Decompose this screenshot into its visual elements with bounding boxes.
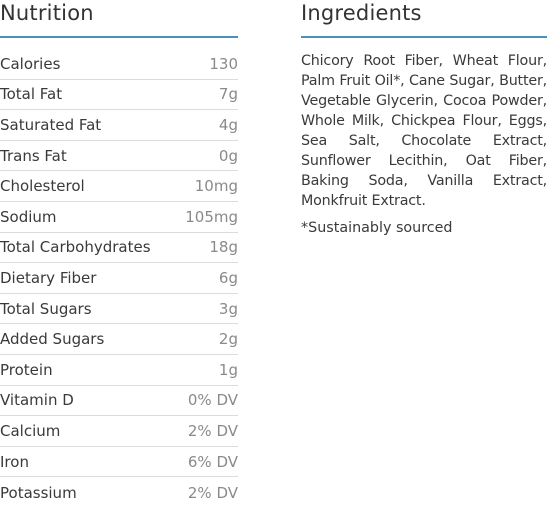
ingredients-title-rule xyxy=(301,36,547,38)
nutrient-value: 0g xyxy=(218,146,238,165)
nutrient-value: 1g xyxy=(218,360,238,379)
ingredients-footnote: *Sustainably sourced xyxy=(301,220,453,236)
nutrition-table: Calories 130 Total Fat 7g Saturated Fat … xyxy=(0,49,238,508)
nutrient-value: 18g xyxy=(209,238,238,257)
nutrient-row-added-sugars: Added Sugars 2g xyxy=(0,324,238,355)
nutrient-name: Total Sugars xyxy=(0,299,92,318)
nutrient-row-protein: Protein 1g xyxy=(0,355,238,386)
nutrient-row-cholesterol: Cholesterol 10mg xyxy=(0,171,238,202)
nutrient-name: Total Fat xyxy=(0,85,63,104)
nutrient-row-calories: Calories 130 xyxy=(0,49,238,80)
nutrition-title-rule xyxy=(0,36,238,38)
nutrient-name: Calcium xyxy=(0,421,61,440)
nutrient-name: Total Carbohydrates xyxy=(0,238,151,257)
nutrient-name: Calories xyxy=(0,54,61,73)
nutrient-row-total-sugars: Total Sugars 3g xyxy=(0,294,238,325)
nutrient-row-sodium: Sodium 105mg xyxy=(0,202,238,233)
nutrient-row-dietary-fiber: Dietary Fiber 6g xyxy=(0,263,238,294)
ingredients-panel: Ingredients Chicory Root Fiber, Wheat Fl… xyxy=(301,0,547,238)
nutrient-value: 6% DV xyxy=(187,452,238,471)
nutrition-panel: Nutrition Calories 130 Total Fat 7g Satu… xyxy=(0,0,238,508)
nutrient-name: Sodium xyxy=(0,207,57,226)
nutrient-row-calcium: Calcium 2% DV xyxy=(0,416,238,447)
nutrient-row-potassium: Potassium 2% DV xyxy=(0,477,238,508)
nutrient-name: Trans Fat xyxy=(0,146,67,165)
nutrient-value: 7g xyxy=(218,85,238,104)
nutrient-row-saturated-fat: Saturated Fat 4g xyxy=(0,110,238,141)
nutrient-value: 4g xyxy=(218,115,238,134)
nutrient-value: 2g xyxy=(218,330,238,349)
nutrition-title: Nutrition xyxy=(0,1,94,25)
nutrient-row-trans-fat: Trans Fat 0g xyxy=(0,141,238,172)
nutrient-name: Cholesterol xyxy=(0,177,85,196)
nutrient-name: Saturated Fat xyxy=(0,115,102,134)
nutrient-name: Iron xyxy=(0,452,29,471)
nutrient-row-vitamin-d: Vitamin D 0% DV xyxy=(0,386,238,417)
nutrient-name: Added Sugars xyxy=(0,330,105,349)
nutrient-value: 105mg xyxy=(185,207,238,226)
nutrient-value: 10mg xyxy=(194,177,238,196)
nutrient-row-total-carbohydrates: Total Carbohydrates 18g xyxy=(0,233,238,264)
nutrient-row-total-fat: Total Fat 7g xyxy=(0,80,238,111)
ingredients-list: Chicory Root Fiber, Wheat Flour, Palm Fr… xyxy=(301,53,547,209)
nutrient-name: Dietary Fiber xyxy=(0,268,97,287)
nutrient-value: 3g xyxy=(218,299,238,318)
nutrient-name: Protein xyxy=(0,360,53,379)
nutrient-value: 2% DV xyxy=(187,483,238,502)
nutrient-value: 130 xyxy=(209,54,238,73)
nutrient-value: 0% DV xyxy=(187,391,238,410)
nutrient-value: 2% DV xyxy=(187,421,238,440)
nutrient-name: Vitamin D xyxy=(0,391,74,410)
nutrient-value: 6g xyxy=(218,268,238,287)
nutrient-name: Potassium xyxy=(0,483,77,502)
ingredients-title: Ingredients xyxy=(301,1,422,25)
nutrient-row-iron: Iron 6% DV xyxy=(0,447,238,478)
